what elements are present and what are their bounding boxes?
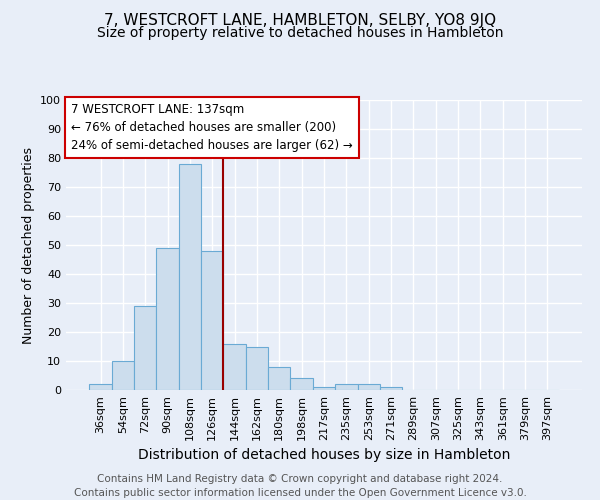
Text: 7, WESTCROFT LANE, HAMBLETON, SELBY, YO8 9JQ: 7, WESTCROFT LANE, HAMBLETON, SELBY, YO8… bbox=[104, 12, 496, 28]
Bar bbox=[313, 387, 335, 390]
Bar bbox=[223, 344, 246, 390]
Bar bbox=[246, 346, 268, 390]
Bar bbox=[179, 164, 201, 390]
Text: Contains HM Land Registry data © Crown copyright and database right 2024.
Contai: Contains HM Land Registry data © Crown c… bbox=[74, 474, 526, 498]
Bar bbox=[112, 361, 134, 390]
Bar bbox=[157, 248, 179, 390]
Bar bbox=[380, 387, 402, 390]
Bar bbox=[89, 384, 112, 390]
Bar bbox=[201, 251, 223, 390]
Text: 7 WESTCROFT LANE: 137sqm
← 76% of detached houses are smaller (200)
24% of semi-: 7 WESTCROFT LANE: 137sqm ← 76% of detach… bbox=[71, 103, 353, 152]
Bar bbox=[358, 384, 380, 390]
Y-axis label: Number of detached properties: Number of detached properties bbox=[22, 146, 35, 344]
Bar bbox=[268, 367, 290, 390]
Bar bbox=[290, 378, 313, 390]
Bar bbox=[134, 306, 157, 390]
Text: Size of property relative to detached houses in Hambleton: Size of property relative to detached ho… bbox=[97, 26, 503, 40]
Bar bbox=[335, 384, 358, 390]
X-axis label: Distribution of detached houses by size in Hambleton: Distribution of detached houses by size … bbox=[138, 448, 510, 462]
